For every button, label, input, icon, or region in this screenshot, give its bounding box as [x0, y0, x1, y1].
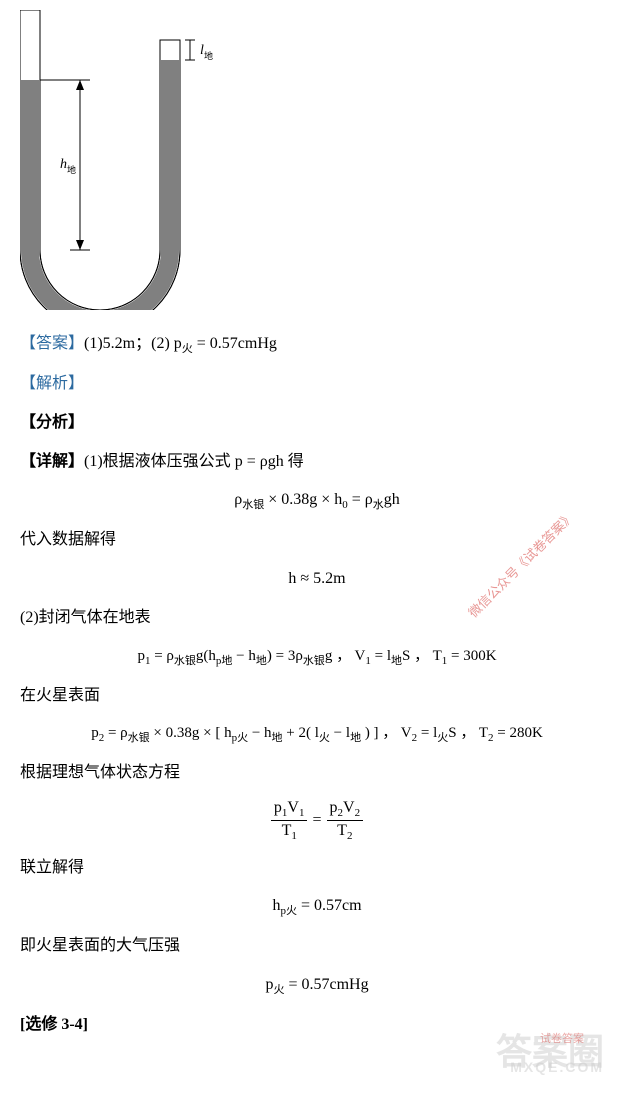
answer-label: 【答案】 — [20, 335, 84, 352]
line-sub6: 即火星表面的大气压强 — [20, 932, 614, 961]
frac-right-num: p2V2 — [327, 798, 364, 821]
frac-left-num: p1V1 — [271, 798, 308, 821]
frac-right: p2V2 T2 — [327, 798, 364, 844]
l-sub: 地 — [204, 50, 213, 61]
equation-1: ρ水银 × 0.38g × h0 = ρ水gh — [20, 486, 614, 516]
sub4-text: 根据理想气体状态方程 — [20, 764, 180, 781]
frac-equals: = — [312, 811, 325, 828]
line-sub4: 根据理想气体状态方程 — [20, 759, 614, 788]
frac-right-den: T2 — [327, 821, 364, 843]
detail-p1-eq: p = ρgh — [235, 453, 284, 470]
equation-4: p2 = ρ水银 × 0.38g × [ hp火 − h地 + 2( l火 − … — [20, 720, 614, 749]
explain-label: 【解析】 — [20, 375, 84, 392]
explain-line: 【解析】 — [20, 370, 614, 399]
section-label: [选修 3-4] — [20, 1016, 88, 1033]
sub1-text: 代入数据解得 — [20, 531, 116, 548]
frac-left: p1V1 T1 — [271, 798, 308, 844]
watermark-anchor-2: 答案圈 MXQE.COM 试卷答案 — [20, 1050, 614, 1090]
sub2-text: (2)封闭气体在地表 — [20, 609, 151, 626]
detail-line: 【详解】(1)根据液体压强公式 p = ρgh 得 — [20, 448, 614, 477]
u-tube-svg: l 地 h 地 — [20, 10, 220, 310]
line-sub5: 联立解得 — [20, 854, 614, 883]
answer-eq: p火 = 0.57cmHg — [174, 335, 277, 352]
watermark-img2: MXQE.COM — [510, 1055, 604, 1080]
equation-5: p1V1 T1 = p2V2 T2 — [20, 798, 614, 844]
equation-3: p1 = ρ水银g(hp地 − h地) = 3ρ水银g ， V1 = l地S ，… — [20, 643, 614, 672]
answer-line: 【答案】(1)5.2m；(2) p火 = 0.57cmHg — [20, 330, 614, 360]
analysis-label: 【分析】 — [20, 414, 84, 431]
line-sub2: (2)封闭气体在地表 — [20, 604, 614, 633]
answer-text: (1)5.2m；(2) — [84, 335, 174, 352]
detail-p1-text: (1)根据液体压强公式 — [84, 453, 235, 470]
equation-7: p火 = 0.57cmHg — [20, 971, 614, 1001]
frac-left-den: T1 — [271, 821, 308, 843]
watermark-rot2: 试卷答案 — [540, 1030, 584, 1050]
sub5-text: 联立解得 — [20, 859, 84, 876]
sub3-text: 在火星表面 — [20, 687, 100, 704]
h-label: h — [60, 157, 67, 172]
detail-p1-tail: 得 — [284, 453, 304, 470]
u-tube-figure: l 地 h 地 — [20, 10, 614, 310]
sub6-text: 即火星表面的大气压强 — [20, 937, 180, 954]
equation-6: hp火 = 0.57cm — [20, 892, 614, 922]
detail-label: 【详解】 — [20, 453, 84, 470]
h-sub: 地 — [67, 164, 76, 175]
tube-outline — [20, 10, 180, 310]
line-sub3: 在火星表面 — [20, 682, 614, 711]
analysis-line: 【分析】 — [20, 409, 614, 438]
